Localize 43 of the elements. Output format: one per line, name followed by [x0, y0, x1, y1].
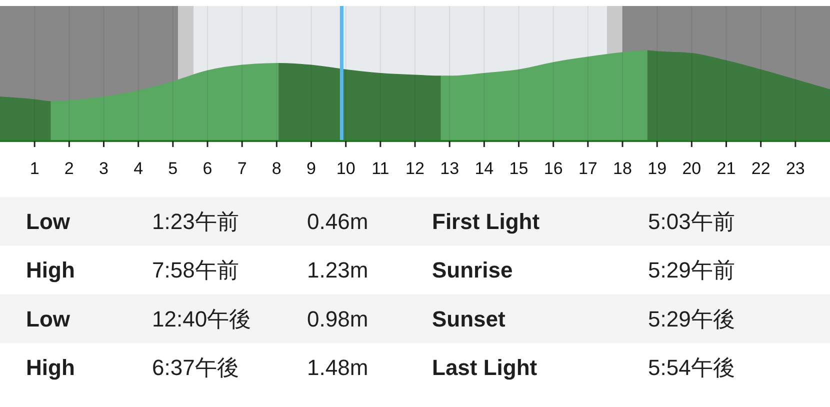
x-tick-label: 8	[272, 159, 282, 178]
text: First Light	[432, 209, 540, 234]
x-tick-label: 18	[613, 159, 632, 178]
x-tick-label: 9	[306, 159, 316, 178]
text: 5:03午前	[648, 209, 735, 234]
x-tick-label: 21	[716, 159, 736, 178]
x-tick-label: 12	[406, 159, 424, 178]
x-tick-label: 23	[786, 159, 805, 178]
x-tick-label: 5	[168, 159, 178, 178]
text: Low	[26, 306, 71, 332]
x-tick-label: 3	[99, 159, 108, 178]
x-tick-label: 4	[134, 159, 144, 178]
text: 1:23午前	[152, 209, 239, 234]
x-tick-label: 2	[64, 159, 74, 178]
x-tick-label: 1	[30, 159, 40, 178]
x-tick-label: 6	[202, 159, 212, 178]
x-tick-label: 17	[578, 159, 598, 178]
text: 5:29午後	[648, 306, 735, 332]
text: 1.23m	[307, 258, 368, 283]
x-tick-label: 11	[372, 159, 390, 178]
text: 5:54午後	[648, 355, 735, 380]
x-tick-label: 20	[682, 159, 702, 178]
x-tick-label: 7	[237, 159, 247, 178]
text: 0.46m	[307, 209, 368, 234]
text: High	[26, 355, 75, 380]
x-tick-label: 14	[474, 159, 494, 178]
text: 12:40午後	[152, 306, 252, 332]
text: Low	[26, 209, 71, 234]
x-tick-label: 22	[751, 159, 770, 178]
text: 5:29午前	[648, 258, 735, 283]
text: 6:37午後	[152, 355, 239, 380]
x-tick-label: 19	[648, 159, 667, 178]
x-tick-label: 13	[440, 159, 460, 178]
text: 1.48m	[307, 355, 368, 380]
x-tick-label: 16	[544, 159, 563, 178]
text: 7:58午前	[152, 258, 239, 283]
x-tick-label: 15	[509, 159, 528, 178]
x-tick-label: 10	[336, 159, 356, 178]
text: Last Light	[432, 355, 538, 380]
text: Sunrise	[432, 258, 513, 283]
text: High	[26, 258, 75, 283]
text: 0.98m	[307, 306, 368, 332]
text: Sunset	[432, 306, 506, 332]
